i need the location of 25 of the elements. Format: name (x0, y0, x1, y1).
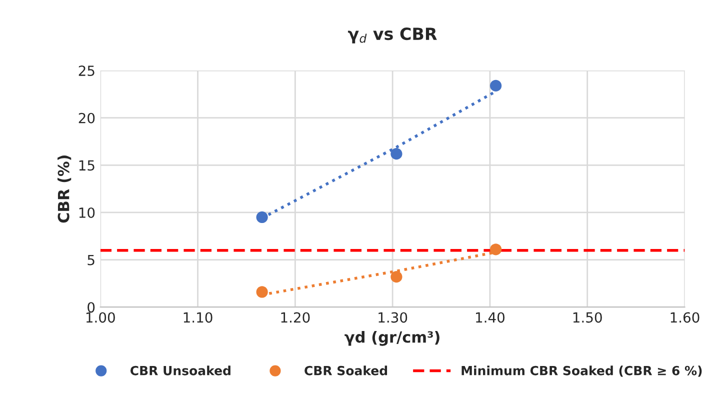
x-tick-label: 1.50 (573, 312, 602, 323)
legend-label: CBR Soaked (304, 366, 388, 376)
legend-label: CBR Unsoaked (130, 366, 230, 376)
x-tick-label: 1.20 (281, 312, 310, 323)
chart-title: γ$_{d}$ vs CBR (348, 27, 437, 44)
y-tick-label: 0 (88, 302, 95, 313)
y-tick-label: 10 (79, 207, 95, 218)
x-tick-label: 1.40 (476, 312, 504, 323)
x-tick-label: 1.00 (86, 312, 115, 323)
y-tick-label: 20 (78, 112, 95, 124)
x-tick-label: 1.30 (378, 312, 408, 323)
y-tick-label: 15 (79, 160, 94, 171)
point (256, 286, 268, 298)
y-tick-label: 25 (78, 66, 94, 76)
point (490, 80, 502, 92)
x-tick-label: 1.60 (670, 312, 700, 323)
x-tick-label: 1.10 (184, 312, 212, 323)
y-axis-title: CBR (%) (58, 156, 72, 223)
point (490, 244, 502, 256)
x-axis-title: γd (gr/cm³) (344, 330, 440, 346)
legend-label: Minimum CBR Soaked (CBR ≥ 6 %) (462, 366, 702, 377)
point (390, 148, 402, 160)
point (390, 271, 402, 283)
point (256, 211, 268, 224)
y-tick-label: 5 (88, 254, 94, 266)
